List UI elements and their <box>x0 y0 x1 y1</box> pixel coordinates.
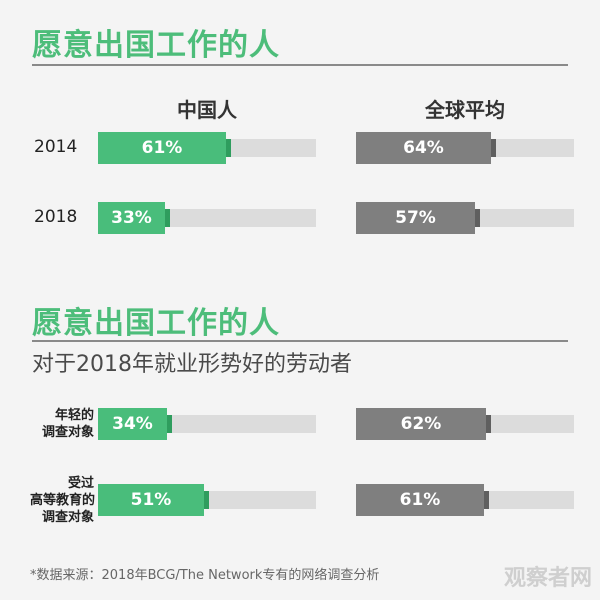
footnote: *数据来源：2018年BCG/The Network专有的网络调查分析 <box>30 568 380 583</box>
chart1-title-rule <box>32 64 568 66</box>
bar-1-1-1: 61% <box>356 484 489 516</box>
watermark: 观察者网 <box>503 566 592 591</box>
bar-1-0-1: 62% <box>356 408 491 440</box>
row-label-line: 调查对象 <box>41 509 94 525</box>
row-label-line: 受过 <box>67 475 94 491</box>
chart2-title: 愿意出国工作的人 <box>32 306 280 341</box>
chart2-title-rule <box>32 340 568 342</box>
bar-0-1-1: 57% <box>356 202 480 234</box>
row-label-line: 高等教育的 <box>30 492 96 508</box>
bar-0-1-0: 33% <box>98 202 170 234</box>
series-header-global: 全球平均 <box>425 98 505 122</box>
bar-0-0-1: 64% <box>356 132 496 164</box>
series-header-china: 中国人 <box>177 98 237 122</box>
row-label-1-1: 受过 高等教育的 调查对象 <box>30 475 96 526</box>
bar-1-1-0: 51% <box>98 484 209 516</box>
row-label-1-0: 年轻的调查对象 <box>30 407 94 441</box>
row-label-0-1: 2018 <box>34 207 78 227</box>
row-label-line: 年轻的 <box>54 408 94 423</box>
bar-1-0-0: 34% <box>98 408 172 440</box>
row-label-line: 调查对象 <box>41 425 94 440</box>
row-label-0-0: 2014 <box>34 137 78 157</box>
chart2-subtitle: 对于2018年就业形势好的劳动者 <box>32 352 352 377</box>
bar-0-0-0: 61% <box>98 132 231 164</box>
chart1-title: 愿意出国工作的人 <box>32 28 280 63</box>
